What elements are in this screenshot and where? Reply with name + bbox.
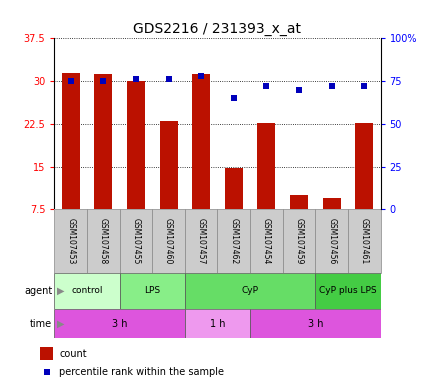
Bar: [159, 121, 177, 209]
Point: [67, 78, 74, 84]
Bar: [184, 273, 315, 309]
Bar: [224, 168, 242, 209]
Bar: [315, 209, 347, 273]
Text: GSM107458: GSM107458: [99, 218, 108, 264]
Bar: [315, 273, 380, 309]
Text: 3 h: 3 h: [307, 318, 322, 329]
Bar: [152, 209, 184, 273]
Bar: [184, 309, 250, 338]
Text: CyP plus LPS: CyP plus LPS: [319, 286, 376, 295]
Point: [132, 76, 139, 83]
Text: GSM107460: GSM107460: [164, 218, 173, 264]
Text: ▶: ▶: [56, 286, 64, 296]
Point: [230, 95, 237, 101]
Text: ▶: ▶: [56, 318, 64, 329]
Text: GSM107461: GSM107461: [359, 218, 368, 264]
Bar: [94, 74, 112, 209]
Text: GSM107456: GSM107456: [326, 218, 335, 264]
Text: percentile rank within the sample: percentile rank within the sample: [59, 367, 224, 377]
Point: [262, 83, 269, 89]
Text: 1 h: 1 h: [209, 318, 225, 329]
Point: [197, 73, 204, 79]
Text: LPS: LPS: [144, 286, 160, 295]
Bar: [257, 123, 275, 209]
Text: agent: agent: [24, 286, 52, 296]
Bar: [347, 209, 380, 273]
Text: CyP: CyP: [241, 286, 258, 295]
Bar: [54, 209, 87, 273]
Bar: [62, 73, 79, 209]
Point: [99, 78, 107, 84]
Bar: [119, 209, 152, 273]
Point: [164, 76, 171, 83]
Bar: [250, 209, 282, 273]
Point: [43, 369, 50, 375]
Text: control: control: [71, 286, 102, 295]
Bar: [119, 273, 184, 309]
Text: count: count: [59, 349, 87, 359]
Bar: [250, 309, 380, 338]
Bar: [40, 347, 53, 360]
Bar: [87, 209, 119, 273]
Point: [327, 83, 334, 89]
Text: 3 h: 3 h: [112, 318, 127, 329]
Bar: [282, 209, 315, 273]
Point: [360, 83, 367, 89]
Title: GDS2216 / 231393_x_at: GDS2216 / 231393_x_at: [133, 22, 301, 36]
Text: GSM107457: GSM107457: [196, 218, 205, 264]
Point: [295, 87, 302, 93]
Bar: [217, 209, 250, 273]
Text: GSM107453: GSM107453: [66, 218, 75, 264]
Text: GSM107462: GSM107462: [229, 218, 238, 264]
Text: GSM107454: GSM107454: [261, 218, 270, 264]
Bar: [322, 198, 340, 209]
Bar: [54, 273, 119, 309]
Bar: [54, 309, 184, 338]
Text: time: time: [30, 318, 52, 329]
Text: GSM107455: GSM107455: [131, 218, 140, 264]
Text: GSM107459: GSM107459: [294, 218, 303, 264]
Bar: [184, 209, 217, 273]
Bar: [127, 81, 145, 209]
Bar: [355, 123, 372, 209]
Bar: [192, 74, 210, 209]
Bar: [289, 195, 307, 209]
